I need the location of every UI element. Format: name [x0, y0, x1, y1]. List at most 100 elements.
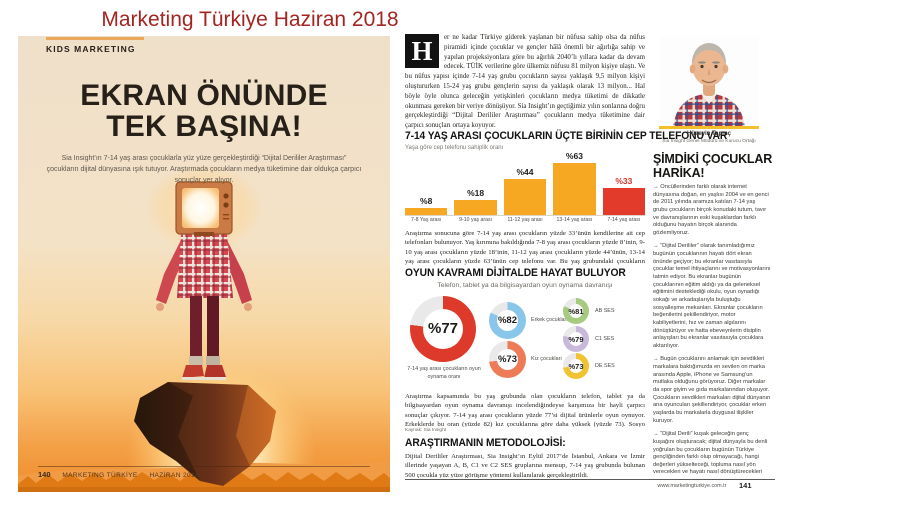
- cover-deck: Sia Insight’ın 7-14 yaş arası çocuklarla…: [46, 155, 362, 184]
- bar: [454, 200, 497, 215]
- donut-value: %73: [497, 354, 517, 365]
- right-page-number: 141: [739, 481, 752, 490]
- donut-chart-caption: Araştırma kapsamında bu yaş grubunda ola…: [405, 393, 645, 427]
- left-ear: [689, 64, 696, 74]
- rock-facet-light: [236, 385, 276, 466]
- right-ear: [722, 64, 729, 74]
- right-pant-leg: [207, 296, 219, 358]
- bar-slot: %8: [405, 196, 448, 215]
- bar-category-label: 7-8 Yaş arası: [411, 217, 442, 223]
- donut-ab-ses: %81: [563, 298, 589, 324]
- cover-headline: EKRAN ÖNÜNDE TEK BAŞINA!: [18, 79, 390, 144]
- magazine-name: MARKETING TÜRKİYE: [62, 472, 138, 479]
- donut-boys: %82: [489, 302, 526, 339]
- donut-chart-subtitle: Telefon, tablet ya da bilgisayardan oyun…: [437, 282, 613, 289]
- bar: [503, 179, 547, 215]
- donut-label: 7-14 yaş arası çocukların oyun oynama or…: [407, 366, 481, 380]
- article-intro-text: er ne kadar Türkiye giderek yaşlanan bir…: [405, 34, 645, 130]
- bar-category-label: 11-12 yaş arası: [507, 217, 543, 223]
- expert-paragraph: → “Dijital Derili” kuşak geleceğin genç …: [653, 431, 768, 474]
- cover-headline-line2: TEK BAŞINA!: [106, 110, 302, 144]
- right-hand: [244, 303, 252, 311]
- expert-paragraph: → Öncüllerinden farklı olarak internet d…: [653, 184, 769, 236]
- photo-accent-bar: [659, 126, 759, 129]
- donut-label: Erkek çocukları: [531, 317, 568, 323]
- bar-chart-categories: 7-8 Yaş arası 9-10 yaş arası 11-12 yaş a…: [405, 217, 645, 223]
- bar-value-label: %18: [467, 188, 485, 198]
- face: [692, 48, 726, 86]
- expert-job-title: Sia Insight Genel Müdürü ve Kurucu Ortağ…: [662, 139, 756, 144]
- bar-chart-caption: Araştırma sonucuna göre 7-14 yaş arası ç…: [405, 230, 645, 265]
- expert-photo: [659, 36, 759, 128]
- right-cuff: [206, 356, 220, 365]
- bar-value-label: %63: [565, 151, 583, 161]
- magazine-url: www.marketingturkiye.com.tr: [657, 483, 727, 489]
- sneaker-soles: [182, 377, 226, 380]
- tv-knob-1: [223, 193, 229, 199]
- right-sneaker: [204, 365, 226, 378]
- page-title: Marketing Türkiye Haziran 2018: [101, 8, 399, 31]
- bar-chart: %8 %18 %44 %63 %33: [405, 151, 646, 216]
- donut-label: C1 SES: [595, 336, 615, 342]
- shirt: [673, 94, 745, 128]
- donut-value: %73: [568, 362, 584, 371]
- expert-heading: ŞİMDİKİ ÇOCUKLAR HARİKA!: [653, 152, 772, 180]
- source-note: Kaynak: Sia Insight: [405, 428, 447, 433]
- left-eyebrow: [698, 61, 706, 64]
- tv-vent: [223, 214, 229, 216]
- bar-chart-title: 7-14 YAŞ ARASI ÇOCUKLARIN ÜÇTE BİRİNİN C…: [405, 130, 728, 142]
- donut-label: Kız çocukları: [531, 356, 562, 362]
- expert-heading-line1: ŞİMDİKİ ÇOCUKLAR: [653, 152, 773, 166]
- plaid-shirt: [177, 234, 233, 298]
- bar-slot: %63: [553, 151, 596, 215]
- smile: [701, 79, 717, 84]
- bar-slot: %44: [503, 167, 547, 215]
- right-eyebrow: [712, 61, 720, 64]
- cover-headline-line1: EKRAN ÖNÜNDE: [80, 79, 328, 112]
- right-eye: [714, 64, 718, 69]
- rock-facet-shadow: [134, 382, 200, 481]
- expert-portrait-graphic: [659, 36, 759, 128]
- bar-category-label: 13-14 yaş arası: [556, 217, 593, 223]
- expert-heading-line2: HARİKA!: [653, 166, 705, 180]
- nose: [707, 68, 711, 75]
- bar-category-label: 9-10 yaş arası: [459, 217, 493, 223]
- left-page-number: 140: [38, 470, 51, 479]
- methodology-text: Dijital Derililer Araştırması, Sia Insig…: [405, 453, 645, 478]
- bar: [553, 163, 596, 215]
- donut-label: AB SES: [595, 308, 615, 314]
- tv-knob-2: [223, 202, 229, 208]
- bar-slot: %33: [602, 176, 646, 215]
- tv-screen: [182, 188, 219, 228]
- kicker-accent-line: [46, 37, 144, 40]
- drop-cap: H: [405, 34, 439, 68]
- donut-label: DE SES: [595, 363, 615, 369]
- methodology-heading: ARAŞTIRMANIN METODOLOJİSİ:: [405, 437, 566, 449]
- magazine-cover-page: KIDS MARKETING EKRAN ÖNÜNDE TEK BAŞINA! …: [18, 36, 390, 492]
- donut-value: %81: [568, 307, 584, 316]
- left-hand: [156, 303, 164, 311]
- left-page-footer: 140 MARKETING TÜRKİYE HAZİRAN 2018: [38, 470, 209, 479]
- bar: [602, 188, 646, 215]
- issue-name: HAZİRAN 2018: [149, 472, 200, 479]
- floating-rock: [134, 382, 276, 486]
- donut-chart-title: OYUN KAVRAMI DİJİTALDE HAYAT BULUYOR: [405, 267, 626, 279]
- ground-strip: [18, 487, 390, 492]
- donut-total: %77: [410, 296, 476, 362]
- left-eye: [700, 64, 704, 69]
- left-cuff: [189, 356, 203, 365]
- expert-column: Hüseyin Tapınç Sia Insight Genel Müdürü …: [653, 0, 777, 506]
- expert-paragraphs: → Öncüllerinden farklı olarak internet d…: [653, 184, 771, 474]
- left-footer-rule: [38, 466, 370, 467]
- donut-girls: %73: [489, 341, 526, 378]
- section-kicker: KIDS MARKETING: [46, 44, 136, 54]
- bar: [405, 208, 448, 215]
- left-pant-leg: [190, 296, 202, 358]
- donut-value: %79: [568, 335, 584, 344]
- bar-value-label: %44: [516, 167, 534, 177]
- bar-category-label: 7-14 yaş arası: [607, 217, 641, 223]
- tv-neck: [194, 232, 214, 236]
